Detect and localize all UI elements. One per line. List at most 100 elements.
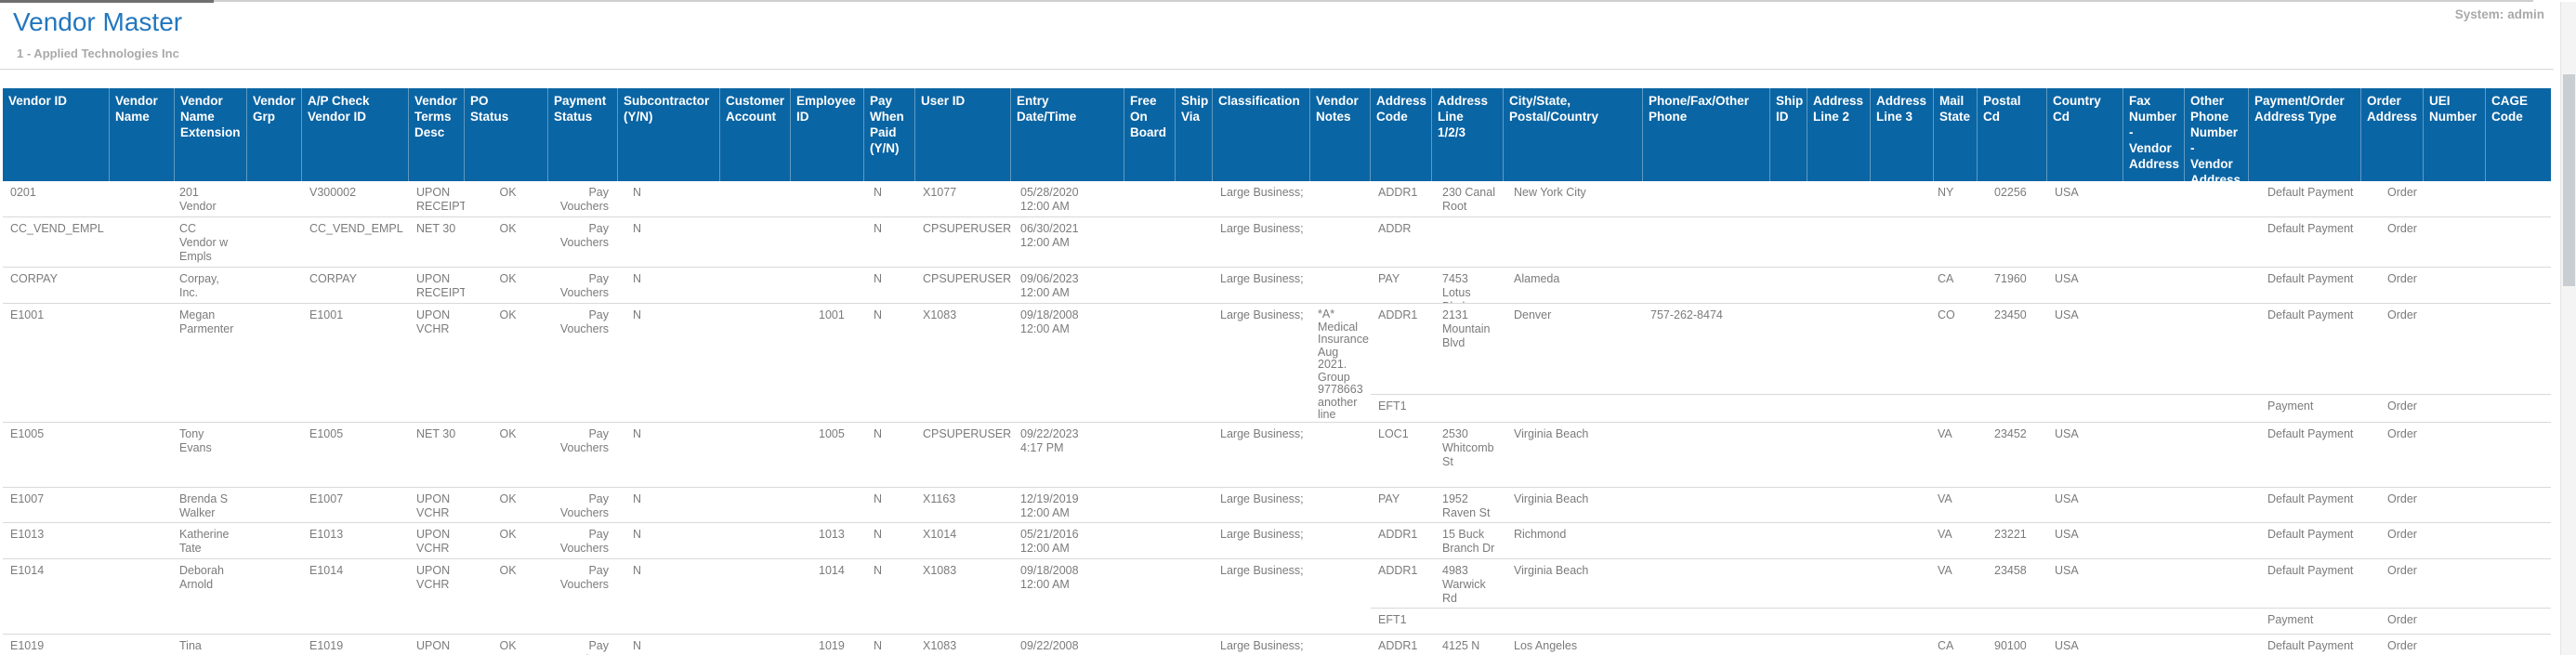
col-header-free_on_board[interactable]: Free On Board — [1124, 88, 1176, 181]
cell-po_status[interactable]: OK — [499, 528, 517, 541]
cell-pay_when_paid_yn[interactable]: N — [874, 272, 883, 285]
vertical-scrollbar[interactable] — [2560, 2, 2576, 655]
cell-subcontractor_yn[interactable]: N — [633, 272, 642, 285]
cell-pay_when_paid_yn[interactable]: N — [874, 492, 883, 505]
cell-payment_status[interactable]: Pay Vouchers — [560, 639, 609, 655]
address-subrow[interactable]: PAY 1952 Raven St Virginia Beach VA USA Defau… — [1371, 488, 2551, 522]
cell-customer_account[interactable] — [720, 181, 791, 216]
cell-phone_fax_other[interactable] — [1643, 635, 1770, 655]
cell-mail_state[interactable] — [1934, 395, 1978, 422]
cell-ship_id[interactable] — [1770, 268, 1807, 303]
cell-city_state_postal_country[interactable]: Virginia Beach — [1514, 564, 1589, 577]
cell-pay_when_paid_yn[interactable]: N — [874, 427, 883, 440]
cell-vendor_name[interactable]: Katherine Tate — [179, 528, 230, 555]
cell-vendor_name_ext[interactable] — [247, 217, 275, 267]
cell-ap_check_vendor_id[interactable]: E1005 — [309, 427, 344, 440]
cell-vendor_name_ext[interactable] — [247, 523, 275, 558]
cell-classification[interactable]: Large Business; — [1220, 427, 1304, 440]
col-header-city_state_postal_country[interactable]: City/State, Postal/Country — [1504, 88, 1643, 181]
cell-free_on_board[interactable] — [1124, 181, 1176, 216]
cell-vendor_name[interactable]: Deborah Arnold — [179, 564, 224, 591]
cell-vendor_name[interactable]: Corpay, Inc. — [179, 272, 219, 299]
address-subrow[interactable]: ADDR1 4983 Warwick Rd Virginia Beach VA 2345… — [1371, 559, 2551, 608]
cell-subcontractor_yn[interactable]: N — [633, 186, 642, 199]
cell-po_status[interactable]: OK — [499, 427, 517, 440]
cell-payment_order_address_type[interactable]: Payment — [2267, 400, 2314, 413]
cell-employee_id[interactable]: 1005 — [819, 427, 845, 440]
cell-order_address[interactable]: Order — [2387, 613, 2417, 627]
cell-country_cd[interactable]: USA — [2055, 639, 2079, 652]
cell-ship_id[interactable] — [1770, 635, 1807, 655]
cell-fax_number_vendor_address[interactable] — [2123, 268, 2185, 303]
cell-entry_datetime[interactable]: 09/18/2008 12:00 AM — [1020, 308, 1079, 335]
cell-address_line_3[interactable] — [1871, 635, 1934, 655]
cell-classification[interactable]: Large Business; — [1220, 492, 1304, 505]
col-header-entry_datetime[interactable]: Entry Date/Time — [1011, 88, 1124, 181]
cell-entry_datetime[interactable]: 09/22/2008 12:00 AM — [1020, 639, 1079, 655]
cell-vendor_grp[interactable] — [275, 635, 302, 655]
cell-phone_fax_other[interactable] — [1643, 609, 1770, 634]
cell-payment_order_address_type[interactable]: Default Payment — [2267, 492, 2354, 505]
cell-ap_check_vendor_id[interactable]: E1019 — [309, 639, 344, 652]
cell-phone_fax_other[interactable] — [1643, 395, 1770, 422]
cell-city_state_postal_country[interactable]: Virginia Beach — [1514, 492, 1589, 505]
cell-uei_number[interactable] — [2424, 523, 2486, 558]
cell-free_on_board[interactable] — [1124, 635, 1176, 655]
cell-ap_check_vendor_id[interactable]: V300002 — [309, 186, 357, 199]
cell-user_id[interactable]: X1163 — [923, 492, 956, 505]
cell-postal_cd[interactable]: 90100 — [1994, 639, 2027, 652]
cell-address_code[interactable]: ADDR1 — [1378, 308, 1418, 321]
cell-address_line_123[interactable]: 2530 Whitcomb St — [1442, 427, 1494, 468]
cell-city_state_postal_country[interactable] — [1504, 395, 1643, 422]
cell-order_address[interactable]: Order — [2387, 186, 2417, 199]
cell-phone_fax_other[interactable] — [1643, 523, 1770, 558]
cell-subcontractor_yn[interactable]: N — [633, 222, 642, 235]
cell-vendor_id[interactable]: E1019 — [10, 639, 45, 652]
cell-address_line_3[interactable] — [1871, 488, 1934, 522]
cell-subcontractor_yn[interactable]: N — [633, 492, 642, 505]
cell-ship_id[interactable] — [1770, 395, 1807, 422]
address-subrow[interactable]: PAY 7453 Lotus Blvd Alameda CA 71960 USA Defau… — [1371, 268, 2551, 303]
cell-address_line_123[interactable]: 15 Buck Branch Dr — [1442, 528, 1495, 555]
cell-vendor_grp[interactable] — [275, 268, 302, 303]
cell-country_cd[interactable] — [2047, 395, 2123, 422]
cell-cage_code[interactable] — [2486, 304, 2551, 394]
cell-payment_order_address_type[interactable]: Default Payment — [2267, 528, 2354, 541]
cell-address_code[interactable]: EFT1 — [1378, 400, 1407, 413]
cell-address_line_123[interactable]: 4983 Warwick Rd — [1442, 564, 1486, 605]
vendor-row[interactable]: E1013 Katherine Tate E1013 UPON VCHR OK Pay V… — [3, 523, 2551, 559]
cell-vendor_notes[interactable] — [1310, 523, 1371, 558]
cell-payment_status[interactable]: Pay Vouchers — [559, 222, 609, 249]
cell-ship_via[interactable] — [1176, 423, 1213, 487]
cell-vendor_name_ext[interactable] — [247, 559, 275, 634]
cell-user_id[interactable]: X1083 — [923, 564, 957, 577]
cell-phone_fax_other[interactable] — [1643, 423, 1770, 487]
cell-city_state_postal_country[interactable]: New York City — [1514, 186, 1586, 199]
cell-vendor_notes[interactable] — [1310, 423, 1371, 487]
cell-mail_state[interactable]: VA — [1938, 492, 1952, 505]
cell-pay_when_paid_yn[interactable]: N — [874, 639, 883, 652]
cell-other_phone_vendor_address[interactable] — [2185, 423, 2249, 487]
cell-customer_account[interactable] — [720, 268, 791, 303]
cell-address_code[interactable]: ADDR1 — [1378, 639, 1418, 652]
col-header-ship_id[interactable]: Ship ID — [1770, 88, 1807, 181]
cell-payment_status[interactable]: Pay Vouchers — [559, 427, 609, 454]
cell-vendor_grp[interactable] — [275, 523, 302, 558]
cell-address_code[interactable]: PAY — [1378, 492, 1400, 505]
vendor-row[interactable]: E1014 Deborah Arnold E1014 UPON VCHR OK Pay V… — [3, 559, 2551, 635]
cell-address_code[interactable]: ADDR1 — [1378, 528, 1418, 541]
cell-vendor_terms_desc[interactable]: UPON VCHR — [416, 564, 451, 591]
vendor-row[interactable]: E1001 Megan Parmenter E1001 UPON VCHR OK Pay … — [3, 304, 2551, 423]
cell-address_line_3[interactable] — [1871, 268, 1934, 303]
cell-fax_number_vendor_address[interactable] — [2123, 181, 2185, 216]
cell-cage_code[interactable] — [2486, 559, 2551, 608]
cell-order_address[interactable]: Order — [2387, 564, 2417, 577]
cell-vendor_id[interactable]: E1005 — [10, 427, 45, 440]
cell-po_status[interactable]: OK — [499, 564, 517, 577]
cell-mail_state[interactable]: VA — [1938, 528, 1952, 541]
cell-payment_status[interactable]: Pay Vouchers — [559, 308, 609, 335]
cell-address_line_123[interactable]: 4125 N — [1442, 639, 1480, 652]
cell-vendor_name[interactable]: 201 Vendor — [179, 186, 217, 213]
vendor-row[interactable]: CORPAY Corpay, Inc. CORPAY UPON RECEIPT OK Pa… — [3, 268, 2551, 304]
cell-vendor_notes[interactable] — [1310, 488, 1371, 522]
